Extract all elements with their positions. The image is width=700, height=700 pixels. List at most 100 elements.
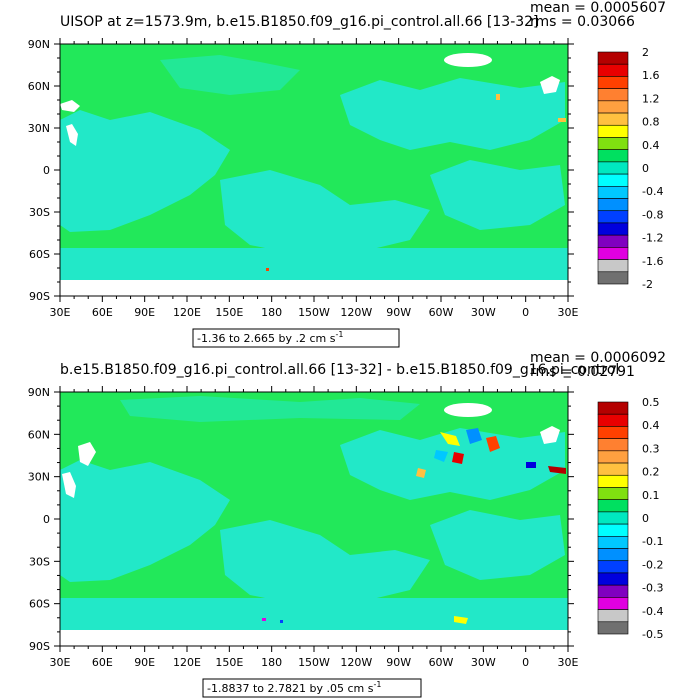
colorbar-swatch — [597, 584, 629, 598]
x-tick-label: 30E — [50, 656, 71, 669]
panel-top-range-label: -1.36 to 2.665 by .2 cm s-1 — [197, 330, 343, 345]
panel-bottom-title: b.e15.B1850.f09_g16.pi_control.all.66 [1… — [60, 362, 619, 378]
anomaly-spot — [496, 94, 500, 100]
x-tick-label: 60W — [429, 656, 454, 669]
anomaly-spot — [486, 436, 500, 452]
field-light-region — [60, 248, 568, 280]
colorbar-label: -0.1 — [642, 535, 663, 548]
y-tick-label: 60S — [29, 248, 50, 261]
panel-top-title: UISOP at z=1573.9m, b.e15.B1850.f09_g16.… — [60, 14, 539, 30]
panel-bottom-colorbar: 0.5 0.4 0.3 0.2 0.1 0 -0.1 -0.2 -0.3 -0.4 -0.5 — [597, 396, 663, 641]
y-tick-label: 60N — [28, 80, 50, 93]
colorbar-swatch — [597, 124, 629, 138]
field-light-region — [340, 428, 565, 500]
colorbar-swatch — [597, 426, 629, 439]
y-tick-label: 90N — [28, 386, 50, 399]
colorbar-label: 0.2 — [642, 466, 660, 479]
colorbar-swatch — [597, 198, 629, 212]
colorbar-label: 1.6 — [642, 69, 660, 82]
x-tick-label: 120W — [340, 656, 372, 669]
land-patch — [540, 76, 560, 94]
colorbar-swatch — [597, 548, 629, 562]
y-tick-label: 60N — [28, 428, 50, 441]
colorbar-swatch — [597, 523, 629, 537]
x-tick-label: 120E — [173, 306, 201, 319]
x-tick-label: 120E — [173, 656, 201, 669]
colorbar-swatch — [597, 499, 629, 513]
field-light-region — [430, 510, 565, 580]
colorbar-swatch — [597, 222, 629, 236]
colorbar-swatch — [597, 51, 629, 65]
colorbar-label: -0.8 — [642, 208, 663, 221]
panel-bottom-range-exp: -1 — [373, 680, 381, 689]
colorbar-swatch — [597, 462, 629, 476]
colorbar-swatch — [597, 621, 629, 635]
x-tick-label: 30E — [558, 306, 579, 319]
colorbar-swatch — [597, 572, 629, 586]
colorbar-swatch — [597, 186, 629, 199]
colorbar-swatch — [597, 560, 629, 574]
colorbar-swatch — [597, 597, 629, 610]
colorbar-swatch — [597, 438, 629, 452]
colorbar-label: 0.4 — [642, 419, 660, 432]
colorbar-swatch — [597, 259, 629, 273]
panel-bottom-range-text: -1.8837 to 2.7821 by .05 cm s — [207, 682, 374, 695]
land-patch — [62, 472, 76, 498]
panel-top-range-box — [192, 328, 400, 348]
field-light-region — [60, 598, 568, 630]
y-tick-label: 30N — [28, 122, 50, 135]
panel-top-rms: rms = 0.03066 — [530, 14, 635, 30]
x-tick-label: 150W — [298, 306, 330, 319]
x-tick-label: 90E — [134, 306, 155, 319]
colorbar-label: 1.2 — [642, 92, 660, 105]
anomaly-spot — [434, 450, 448, 462]
anomaly-spot — [416, 468, 426, 478]
colorbar-swatch — [597, 487, 629, 500]
colorbar-label: -1.6 — [642, 255, 663, 268]
x-tick-label: 30E — [558, 656, 579, 669]
x-tick-label: 180 — [261, 306, 282, 319]
anomaly-spot — [440, 432, 460, 446]
panel-top-colorbar: 2 1.6 1.2 0.8 0.4 0 -0.4 -0.8 -1.2 -1.6 -2 — [597, 46, 663, 291]
colorbar-label: -0.4 — [642, 185, 663, 198]
colorbar-swatch — [597, 511, 629, 525]
colorbar-label: 0 — [642, 162, 649, 175]
colorbar-label: -0.3 — [642, 582, 663, 595]
colorbar-swatch — [597, 247, 629, 260]
panel-bottom-axes: 30E 60E 90E 120E 150E 180 150W 120W 90W 60W 30W 0 30… — [28, 386, 579, 669]
panel-bottom-mean: mean = 0.0006092 — [530, 350, 666, 366]
colorbar-swatch — [597, 112, 629, 126]
x-tick-label: 60E — [92, 306, 113, 319]
colorbar-label: -0.5 — [642, 628, 663, 641]
colorbar-label: 0.1 — [642, 489, 660, 502]
y-tick-label: 30S — [29, 555, 50, 568]
field-light-region — [220, 520, 430, 605]
anomaly-spot — [452, 452, 464, 464]
y-tick-label: 0 — [43, 513, 50, 526]
y-tick-label: 90S — [29, 640, 50, 653]
y-tick-label: 30N — [28, 471, 50, 484]
colorbar-swatch — [597, 100, 629, 114]
x-tick-label: 120W — [340, 306, 372, 319]
colorbar-label: -0.2 — [642, 558, 663, 571]
panel-top-range-text: -1.36 to 2.665 by .2 cm s — [197, 332, 336, 345]
x-tick-label: 180 — [261, 656, 282, 669]
colorbar-swatch — [597, 161, 629, 175]
colorbar-swatch — [597, 63, 629, 77]
panel-bottom-rms: rms = 0.02791 — [530, 364, 635, 380]
colorbar-swatch — [597, 536, 629, 549]
colorbar-label: 0.4 — [642, 139, 660, 152]
colorbar-swatch — [597, 76, 629, 89]
anomaly-spot — [280, 620, 283, 623]
x-tick-label: 90W — [386, 306, 411, 319]
x-tick-label: 30E — [50, 306, 71, 319]
anomaly-spot — [454, 616, 468, 624]
y-tick-label: 90N — [28, 38, 50, 51]
land-patch — [66, 124, 78, 146]
colorbar-swatch — [597, 234, 629, 248]
x-tick-label: 150E — [215, 656, 243, 669]
anomaly-spot — [558, 118, 566, 122]
colorbar-label: -0.4 — [642, 605, 663, 618]
colorbar-swatch — [597, 401, 629, 415]
panel-bottom-field — [60, 392, 568, 646]
